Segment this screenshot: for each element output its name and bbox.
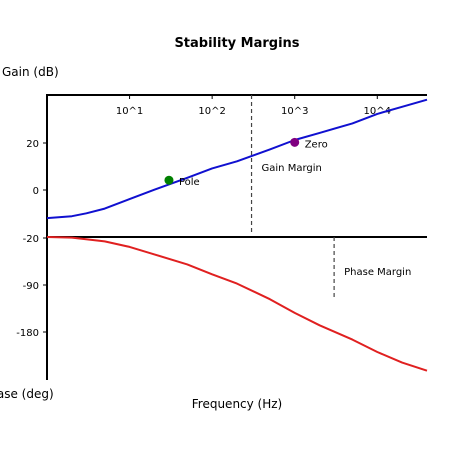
- phase-axis-label: Phase (deg): [0, 387, 54, 401]
- gain-margin-label: Gain Margin: [262, 163, 322, 174]
- pole-label: Pole: [179, 177, 200, 188]
- zero-label: Zero: [305, 139, 328, 150]
- x-tick-group: 10^1 10^2 10^3 10^4: [116, 95, 391, 117]
- y-tick-label: 20: [26, 139, 39, 150]
- gain-axis-label: Gain (dB): [2, 65, 59, 79]
- phase-curve: [46, 236, 428, 372]
- gain-curve: [46, 98, 428, 220]
- marker-group: Pole Zero: [164, 137, 328, 188]
- y-tick-label: -180: [16, 328, 39, 339]
- zero-marker: [290, 137, 300, 147]
- frequency-axis-label: Frequency (Hz): [192, 397, 283, 411]
- phase-margin-label: Phase Margin: [344, 267, 411, 278]
- x-tick-label: 10^1: [116, 106, 143, 117]
- x-tick-label: 10^4: [364, 106, 391, 117]
- series-group: [46, 98, 428, 372]
- pole-marker: [164, 175, 174, 185]
- margin-annotation-group: Gain Margin Phase Margin: [250, 95, 411, 300]
- x-tick-label: 10^3: [281, 106, 308, 117]
- chart-title: Stability Margins: [174, 36, 299, 51]
- y-tick-label: -20: [23, 234, 39, 245]
- y-tick-group: 20 0 -20 -90 -180: [16, 139, 47, 339]
- y-tick-label: -90: [23, 281, 39, 292]
- y-tick-label: 0: [33, 186, 39, 197]
- x-tick-label: 10^2: [198, 106, 225, 117]
